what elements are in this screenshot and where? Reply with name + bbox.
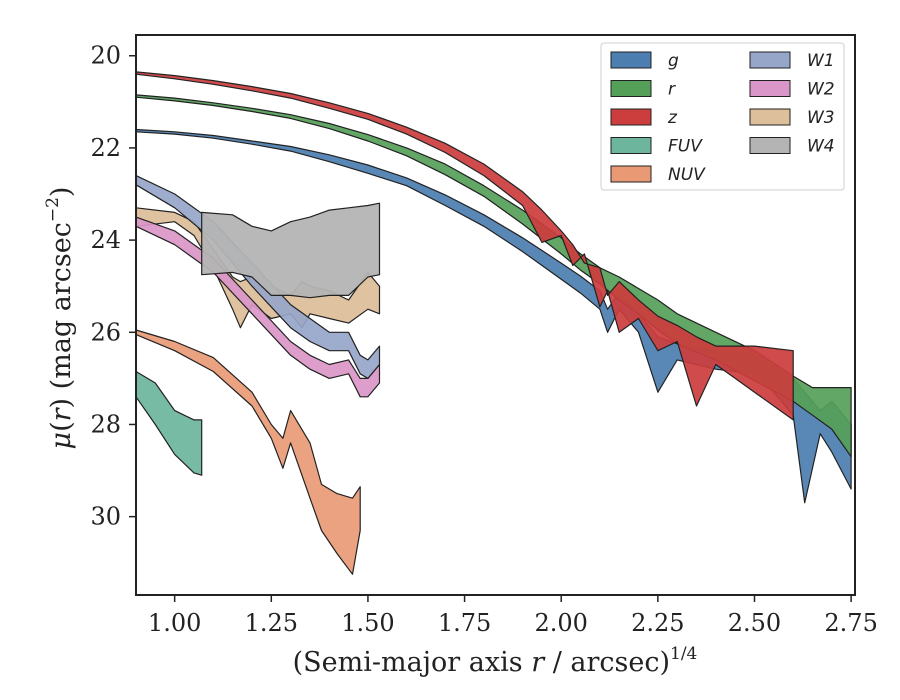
plot-frame: [135, 34, 856, 596]
legend-label-nuv: NUV: [668, 165, 706, 185]
y-tick-label: 30: [90, 503, 121, 531]
legend-swatch-w2: [749, 80, 791, 97]
x-tick-label: 1.25: [245, 609, 298, 637]
y-axis-title: μ(r) (mag arcsec−2): [43, 187, 77, 450]
legend-label-fuv: FUV: [668, 137, 703, 157]
band-g: [135, 128, 852, 504]
legend-label-g: g: [668, 51, 679, 71]
x-tick-label: 2.25: [631, 609, 684, 637]
legend-label-z: z: [667, 108, 678, 128]
legend-swatch-fuv: [610, 137, 652, 154]
y-tick-label: 22: [90, 134, 121, 162]
y-tick-label: 20: [90, 42, 121, 70]
legend-swatch-w3: [749, 108, 791, 126]
band-z: [135, 71, 794, 421]
x-tick-label: 2.00: [534, 609, 587, 637]
legend-swatch-w4: [749, 137, 791, 154]
x-tick-label: 2.50: [728, 609, 781, 637]
x-tick-label: 1.50: [341, 609, 394, 637]
legend: grz FUV NUV W1 W2 W3 W4: [600, 42, 845, 191]
legend-swatch-w1: [749, 51, 791, 69]
legend-swatch-r: [610, 80, 652, 97]
y-tick-label: 28: [90, 410, 121, 438]
legend-swatch-z: [610, 108, 652, 126]
band-w4: [201, 202, 381, 299]
series-bands: [135, 71, 852, 575]
band-r: [135, 94, 852, 458]
band-w2: [135, 216, 381, 398]
legend-label-w4: W4: [807, 137, 835, 157]
legend-label-w2: W2: [807, 80, 835, 100]
x-tick-label: 1.75: [438, 609, 491, 637]
x-tick-label: 2.75: [824, 609, 877, 637]
band-fuv: [135, 370, 203, 476]
y-tick-label: 24: [90, 226, 121, 254]
legend-label-w3: W3: [807, 108, 835, 128]
band-w3: [135, 207, 381, 329]
legend-swatch-nuv: [610, 165, 652, 183]
x-axis-ticks: 1.00 1.25 1.50 1.75 2.00 2.25 2.50 2.75: [148, 595, 878, 637]
y-tick-label: 26: [90, 318, 121, 346]
x-tick-label: 1.00: [148, 609, 201, 637]
legend-label-w1: W1: [807, 51, 835, 71]
legend-label-r: r: [668, 80, 676, 100]
legend-swatch-g: [610, 51, 652, 69]
band-nuv: [135, 329, 361, 575]
x-axis-title: (Semi-major axis r / arcsec)1/4: [293, 644, 698, 678]
y-axis-ticks: 20 22 24 26 28 30: [90, 42, 136, 531]
